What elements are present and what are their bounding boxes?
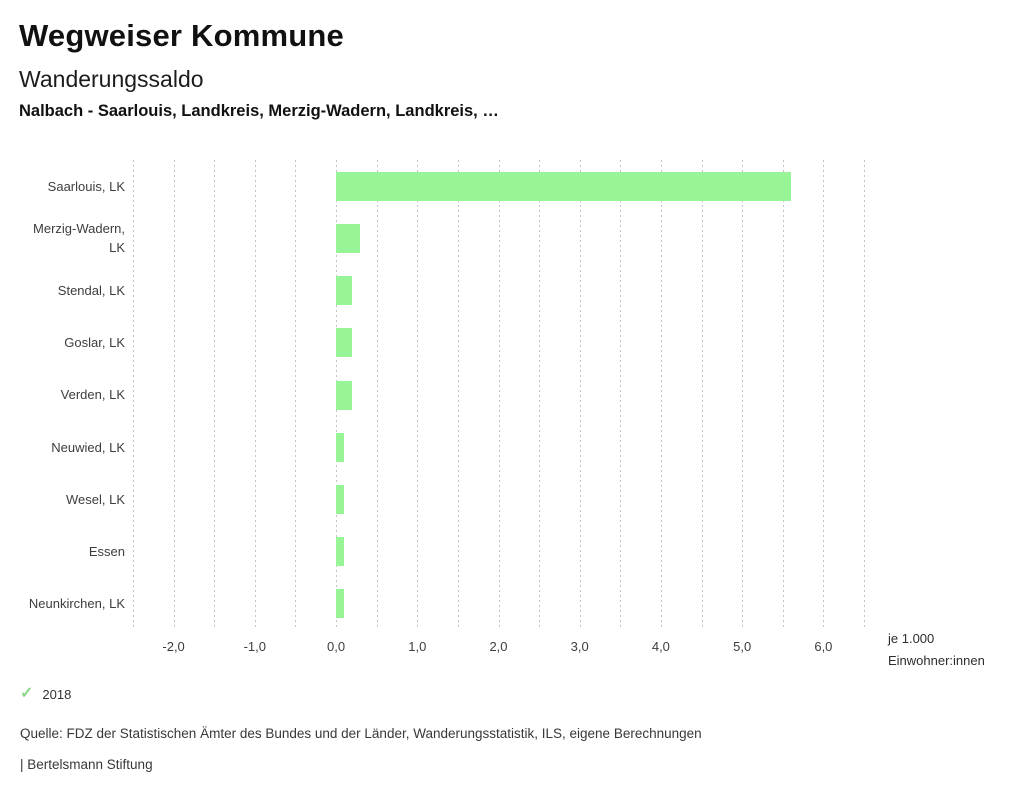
check-icon: ✓ (20, 685, 34, 702)
gridline (376, 160, 378, 630)
bar-stendal-lk[interactable] (336, 276, 353, 306)
category-label: Merzig-Wadern, LK (33, 221, 125, 256)
bar-neuwied-lk[interactable] (336, 432, 345, 462)
x-tick-label: 5,0 (733, 639, 752, 654)
bar-saarlouis-lk[interactable] (336, 171, 791, 201)
gridline (498, 160, 500, 630)
bar-verden-lk[interactable] (336, 380, 353, 410)
category-label: Wesel, LK (65, 491, 125, 507)
gridline (295, 160, 297, 630)
bar-goslar-lk[interactable] (336, 328, 353, 358)
x-axis-unit-line2: Einwohner:innen (888, 652, 985, 668)
source-text: Quelle: FDZ der Statistischen Ämter des … (20, 726, 702, 741)
x-axis-unit-label: je 1.000 Einwohner:innen (888, 628, 985, 671)
bar-essen[interactable] (336, 537, 345, 567)
category-label: Essen (88, 544, 125, 560)
x-tick-label: 0,0 (327, 639, 346, 654)
gridline (173, 160, 175, 630)
gridline (864, 160, 865, 630)
category-label: Goslar, LK (64, 335, 125, 351)
gridline (579, 160, 581, 630)
page-title: Wegweiser Kommune (19, 18, 344, 53)
bar-neunkirchen-lk[interactable] (336, 589, 345, 619)
gridline (417, 160, 419, 630)
x-tick-label: -1,0 (243, 639, 266, 654)
legend-year-label: 2018 (42, 686, 72, 702)
gridline (457, 160, 459, 630)
x-tick-label: 1,0 (408, 639, 427, 654)
category-label: Saarlouis, LK (47, 178, 125, 194)
legend-item-2018[interactable]: ✓ 2018 (20, 686, 71, 702)
gridline (214, 160, 216, 630)
category-label: Verden, LK (60, 387, 125, 403)
chart-title: Wanderungssaldo (19, 66, 204, 92)
x-tick-label: 3,0 (570, 639, 589, 654)
x-tick-label: -2,0 (162, 639, 185, 654)
bar-merzig-wadern-lk[interactable] (336, 223, 361, 253)
category-label: Neunkirchen, LK (28, 596, 125, 612)
category-label: Stendal, LK (57, 282, 125, 298)
x-tick-label: 4,0 (651, 639, 670, 654)
branding-text: | Bertelsmann Stiftung (20, 757, 153, 772)
x-tick-label: 2,0 (489, 639, 508, 654)
gridline (539, 160, 541, 630)
bar-wesel-lk[interactable] (336, 484, 345, 514)
gridline (782, 160, 784, 630)
gridline (660, 160, 662, 630)
gridline (823, 160, 825, 630)
gridline (620, 160, 622, 630)
chart-subtitle: Nalbach - Saarlouis, Landkreis, Merzig-W… (19, 102, 499, 120)
x-tick-label: 6,0 (814, 639, 833, 654)
gridline (701, 160, 703, 630)
category-label: Neuwied, LK (51, 439, 125, 455)
x-axis-unit-line1: je 1.000 (888, 631, 935, 646)
gridline (254, 160, 256, 630)
gridline (742, 160, 744, 630)
gridline (133, 160, 134, 630)
